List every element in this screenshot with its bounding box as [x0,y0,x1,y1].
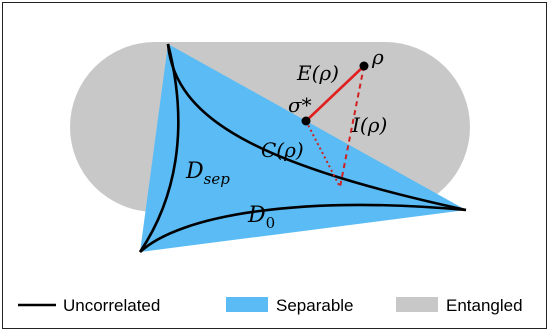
relative-entropy-line [305,65,365,122]
rho-label: ρ [371,45,384,69]
d0-label: D0 [247,203,275,232]
mutual-information-label: I(ρ) [351,113,387,137]
legend: Uncorrelated Separable Entangled [18,296,523,315]
legend-swatch-separable [226,297,268,312]
d-sep-label: Dsep [185,159,230,188]
legend-label-entangled: Entangled [446,296,523,315]
uncorrelated-boundary-curve [139,203,467,253]
legend-label-uncorrelated: Uncorrelated [63,296,160,315]
separable-region [140,44,466,252]
d0-main: D [247,203,266,228]
legend-swatch-entangled [396,297,438,312]
uncorrelated-boundary-curve [138,43,180,253]
rho-point [359,61,369,71]
d-sep-main: D [185,159,204,184]
d0-sub: 0 [266,214,276,232]
sigma-star-point [301,116,311,126]
d-sep-sub: sep [204,170,231,188]
legend-label-separable: Separable [276,296,354,315]
correlation-label: C(ρ) [261,138,304,162]
correlation-line [305,120,341,188]
sigma-star-label: σ* [288,93,312,117]
relative-entropy-label: E(ρ) [296,61,339,85]
mutual-information-line [339,65,365,188]
